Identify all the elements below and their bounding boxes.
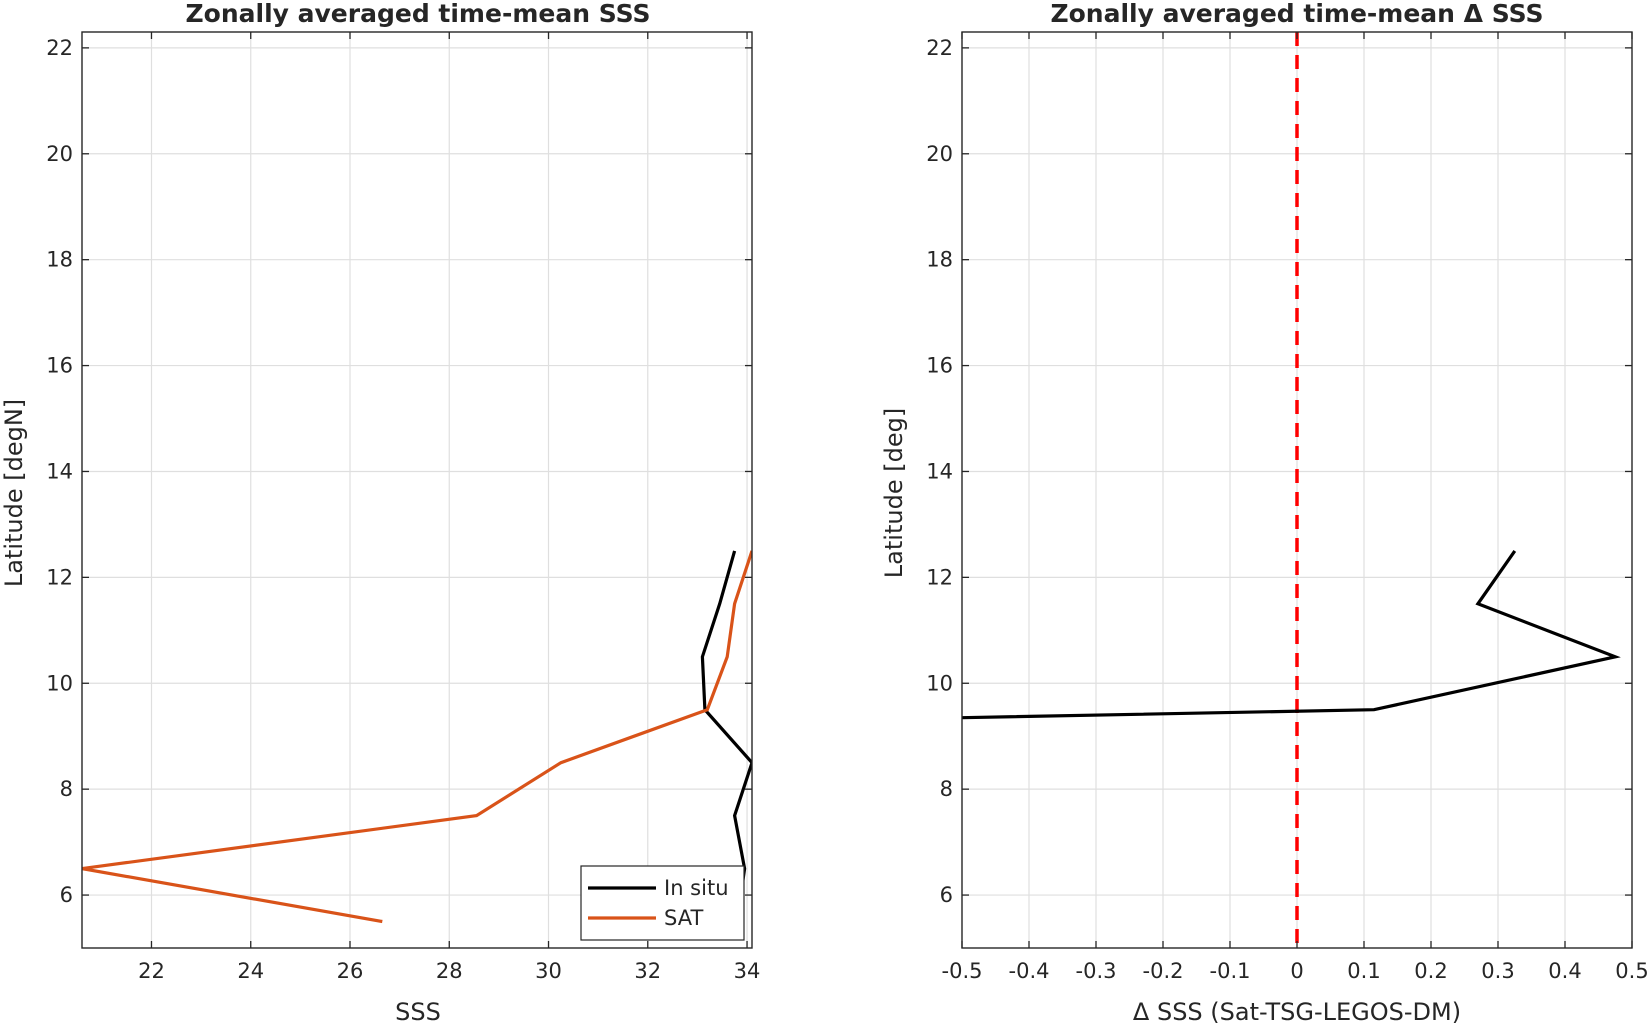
sss-y-tick-label: 20 xyxy=(46,142,73,166)
sss-x-tick-label: 22 xyxy=(138,959,165,983)
delta-sss-x-tick-label: -0.2 xyxy=(1143,959,1184,983)
sss-series-in-situ-line xyxy=(700,550,752,922)
delta-sss-y-tick-label: 18 xyxy=(926,248,953,272)
sss-legend: In situ SAT xyxy=(580,865,745,941)
sss-x-axis-label: SSS xyxy=(395,998,441,1026)
delta-sss-y-tick-label: 16 xyxy=(926,354,953,378)
sss-y-tick-label: 18 xyxy=(46,248,73,272)
sss-y-axis-label: Latitude [degN] xyxy=(0,399,28,587)
legend-label-sat: SAT xyxy=(664,906,703,930)
sss-y-tick-label: 8 xyxy=(60,777,73,801)
sss-plot-area xyxy=(82,32,752,948)
sss-series-sat-line xyxy=(82,550,752,924)
delta-sss-x-tick-label: 0.2 xyxy=(1414,959,1447,983)
sss-x-tick-label: 24 xyxy=(237,959,264,983)
sss-y-tick-label: 10 xyxy=(46,671,73,695)
delta-sss-x-tick-label: -0.3 xyxy=(1076,959,1117,983)
delta-sss-y-tick-label: 20 xyxy=(926,142,953,166)
sss-axes-frame xyxy=(81,31,753,949)
sss-x-tick-label: 32 xyxy=(634,959,661,983)
sss-chart-title: Zonally averaged time-mean SSS xyxy=(186,0,651,28)
sss-x-tick-label: 34 xyxy=(734,959,761,983)
sss-y-tick-label: 12 xyxy=(46,565,73,589)
sss-y-tick-label: 6 xyxy=(60,883,73,907)
legend-label-in-situ: In situ xyxy=(664,876,729,900)
delta-sss-x-tick-label: 0.1 xyxy=(1347,959,1380,983)
delta-sss-y-axis-label: Latitude [deg] xyxy=(880,408,908,578)
delta-sss-y-tick-label: 6 xyxy=(940,883,953,907)
sss-panel: Zonally averaged time-mean SSS SSS Latit… xyxy=(0,0,760,1026)
delta-sss-y-tick-label: 22 xyxy=(926,36,953,60)
delta-sss-y-tick-label: 8 xyxy=(940,777,953,801)
sss-y-tick-label: 14 xyxy=(46,459,73,483)
delta-sss-y-tick-label: 12 xyxy=(926,565,953,589)
delta-sss-x-tick-label: -0.5 xyxy=(942,959,983,983)
delta-sss-chart-title: Zonally averaged time-mean Δ SSS xyxy=(1051,0,1544,28)
sss-y-tick-label: 16 xyxy=(46,354,73,378)
sss-x-tick-label: 26 xyxy=(337,959,364,983)
delta-sss-x-tick-label: 0.5 xyxy=(1615,959,1648,983)
delta-sss-series-delta-line xyxy=(962,549,1621,720)
sss-y-tick-label: 22 xyxy=(46,36,73,60)
delta-sss-panel: Zonally averaged time-mean Δ SSS Δ SSS (… xyxy=(880,0,1649,1026)
delta-sss-x-tick-label: 0.4 xyxy=(1548,959,1581,983)
delta-sss-x-tick-label: 0.3 xyxy=(1481,959,1514,983)
sss-x-tick-label: 30 xyxy=(535,959,562,983)
delta-sss-y-tick-label: 14 xyxy=(926,459,953,483)
delta-sss-x-axis-label: Δ SSS (Sat-TSG-LEGOS-DM) xyxy=(1133,998,1461,1026)
delta-sss-x-tick-label: 0 xyxy=(1290,959,1303,983)
sss-x-tick-label: 28 xyxy=(436,959,463,983)
delta-sss-x-tick-label: -0.4 xyxy=(1009,959,1050,983)
sss-legend-box xyxy=(580,865,745,941)
delta-sss-y-tick-label: 10 xyxy=(926,671,953,695)
delta-sss-x-tick-label: -0.1 xyxy=(1210,959,1251,983)
